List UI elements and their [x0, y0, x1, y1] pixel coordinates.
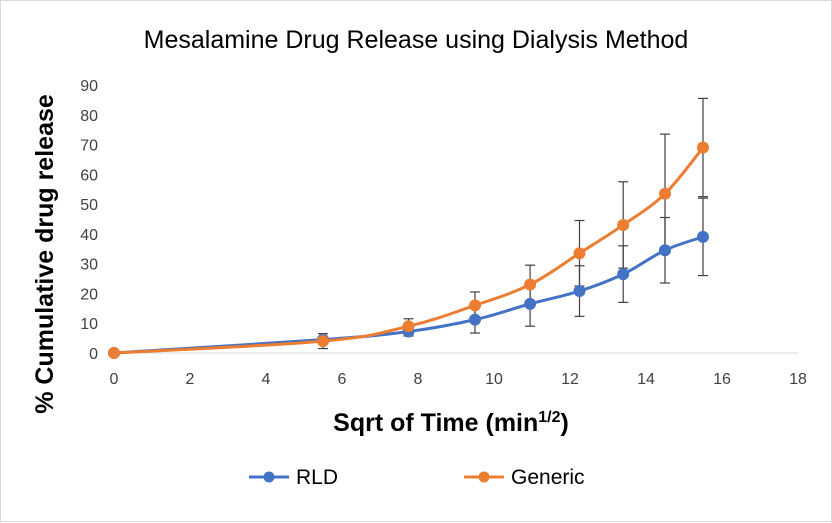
data-point-rld	[469, 313, 481, 326]
y-tick-label: 20	[80, 286, 98, 303]
y-tick-label: 90	[80, 78, 98, 95]
error-bars	[318, 97, 708, 350]
x-tick-label: 10	[485, 371, 503, 388]
legend-label: Generic	[511, 466, 585, 489]
y-tick-label: 70	[80, 138, 98, 155]
data-point-rld	[617, 268, 630, 281]
x-axis-title: Sqrt of Time (min1/2)	[333, 409, 569, 437]
legend-marker	[478, 471, 490, 483]
y-tick-label: 30	[80, 257, 98, 274]
y-tick-label: 0	[89, 346, 98, 363]
x-tick-label: 18	[789, 371, 807, 388]
y-tick-label: 60	[80, 167, 98, 184]
x-tick-label: 2	[186, 371, 195, 388]
y-axis-title: % Cumulative drug release	[31, 94, 59, 414]
data-point-rld	[524, 297, 537, 310]
data-point-generic	[108, 347, 120, 359]
chart-title: Mesalamine Drug Release using Dialysis M…	[144, 26, 689, 54]
x-tick-label: 12	[561, 371, 579, 388]
series-lines	[113, 146, 705, 355]
legend-label: RLD	[296, 466, 338, 489]
x-axis-title-main: Sqrt of Time (min	[333, 409, 538, 437]
legend-marker	[263, 471, 275, 483]
x-tick-label: 6	[338, 371, 347, 388]
x-tick-label: 14	[637, 371, 655, 388]
x-axis-title-superscript: 1/2	[538, 409, 560, 426]
series-line-rld	[113, 235, 704, 355]
y-tick-label: 40	[80, 227, 98, 244]
x-tick-label: 8	[414, 371, 423, 388]
data-point-generic	[573, 247, 586, 260]
data-point-rld	[697, 230, 709, 243]
data-point-generic	[524, 278, 537, 291]
data-point-generic	[402, 320, 415, 333]
x-tick-label: 16	[713, 371, 731, 388]
axes: 0 2 4 6 8 10 12 14 16 18 0 10 20 30 40 50 60 70 80 90	[80, 78, 807, 388]
legend: RLD Generic	[249, 466, 585, 489]
data-point-generic	[317, 335, 329, 348]
data-point-generic	[659, 187, 671, 200]
y-tick-label: 50	[80, 197, 98, 214]
x-tick-label: 0	[110, 371, 119, 388]
x-tick-label: 4	[262, 371, 271, 388]
series-points	[108, 141, 709, 359]
data-point-generic	[469, 299, 481, 312]
x-axis-title-end: )	[561, 409, 569, 437]
y-tick-label: 80	[80, 108, 98, 125]
data-point-generic	[697, 141, 709, 154]
data-point-rld	[573, 285, 586, 298]
y-tick-label: 10	[80, 316, 98, 333]
data-point-generic	[617, 218, 630, 231]
data-point-rld	[659, 244, 671, 257]
series-line-generic	[113, 146, 705, 355]
